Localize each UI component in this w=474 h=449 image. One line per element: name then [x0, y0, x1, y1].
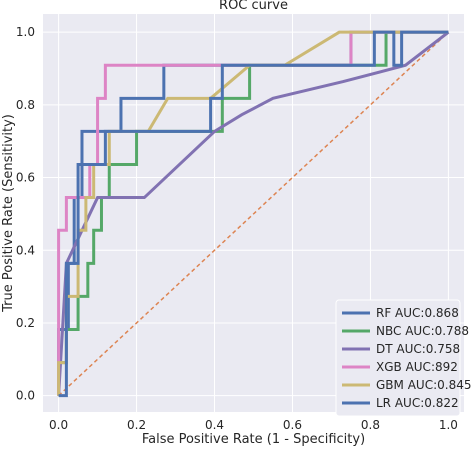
x-tick-label: 0.8 — [361, 418, 380, 432]
x-axis-label: False Positive Rate (1 - Specificity) — [142, 432, 365, 447]
x-tick-label: 0.4 — [205, 418, 224, 432]
legend-label: GBM AUC:0.845 — [376, 378, 471, 392]
legend: RF AUC:0.868 NBC AUC:0.788 DT AUC:0.758 XGB… — [335, 299, 471, 417]
legend-label: DT AUC:0.758 — [376, 342, 460, 356]
roc-line-lr — [58, 30, 449, 398]
x-tick-label: 1.0 — [439, 418, 458, 432]
x-tick-label: 0.2 — [127, 418, 146, 432]
y-tick-label: 0.6 — [16, 171, 35, 185]
y-tick-label: 0.0 — [16, 389, 35, 403]
x-tick-label: 0.6 — [283, 418, 302, 432]
chart-title: ROC curve — [219, 0, 288, 13]
grid — [43, 14, 464, 412]
y-tick-label: 1.0 — [16, 25, 35, 39]
legend-label: NBC AUC:0.788 — [376, 324, 469, 338]
y-tick-label: 0.2 — [16, 316, 35, 330]
x-tick-label: 0.0 — [49, 418, 68, 432]
y-tick-label: 0.8 — [16, 98, 35, 112]
legend-label: XGB AUC:892 — [376, 360, 458, 374]
legend-box — [335, 299, 461, 417]
y-tick-label: 0.4 — [16, 243, 35, 257]
legend-label: RF AUC:0.868 — [376, 306, 459, 320]
series-lines — [57, 30, 450, 398]
y-axis-ticks: 0.0 0.2 0.4 0.6 0.8 1.0 — [16, 25, 35, 402]
legend-label: LR AUC:0.822 — [376, 396, 459, 410]
reference-diagonal-line — [58, 31, 449, 397]
y-axis-label: True Positive Rate (Sensitivity) — [1, 114, 16, 313]
x-axis-ticks: 0.0 0.2 0.4 0.6 0.8 1.0 — [49, 418, 458, 432]
